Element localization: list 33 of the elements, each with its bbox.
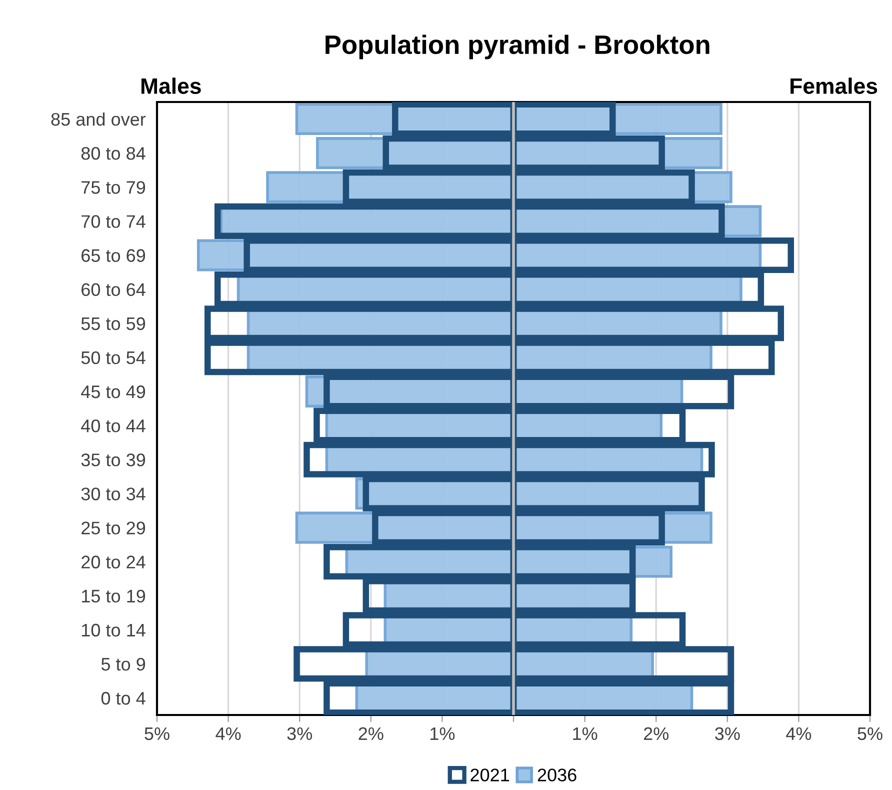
- y-tick-label: 35 to 39: [81, 454, 146, 466]
- x-tick-label: 3%: [287, 727, 312, 740]
- x-tick-label: 2%: [358, 727, 384, 740]
- x-tick-label: 3%: [715, 727, 740, 740]
- y-tick-label: 55 to 59: [81, 317, 146, 330]
- y-tick-label: 45 to 49: [81, 385, 146, 398]
- y-tick-label: 30 to 34: [81, 488, 146, 500]
- x-tick-label: 1%: [430, 727, 455, 740]
- y-tick-label: 5 to 9: [101, 658, 146, 671]
- y-tick-label: 0 to 4: [101, 692, 146, 705]
- y-tick-label: 60 to 64: [82, 283, 146, 296]
- y-tick-label: 80 to 84: [81, 147, 146, 160]
- y-tick-label: 70 to 74: [82, 215, 146, 228]
- y-tick-label: 85 and over: [51, 112, 146, 126]
- x-tick-label: 4%: [216, 727, 241, 740]
- x-tick-label: 1%: [573, 727, 598, 740]
- text: Males: [141, 78, 201, 94]
- y-tick-label: 50 to 54: [81, 351, 146, 364]
- chart-title: Population pyramid - Brookton: [326, 34, 710, 60]
- text: Females: [790, 78, 878, 94]
- y-tick-label: 65 to 69: [82, 249, 146, 262]
- y-tick-label: 40 to 44: [81, 419, 146, 432]
- x-tick-label: 2%: [644, 727, 669, 740]
- x-tick-label: 5%: [144, 727, 170, 740]
- y-tick-label: 10 to 14: [82, 624, 146, 637]
- legend-label: 2021: [470, 768, 510, 782]
- legend-label: 2036: [538, 768, 576, 782]
- y-tick-label: 25 to 29: [82, 522, 146, 534]
- x-tick-label: 5%: [858, 727, 882, 740]
- y-tick-label: 75 to 79: [82, 181, 146, 194]
- x-tick-label: 4%: [786, 727, 812, 740]
- y-tick-label: 15 to 19: [82, 590, 146, 603]
- y-tick-label: 20 to 24: [82, 556, 146, 568]
